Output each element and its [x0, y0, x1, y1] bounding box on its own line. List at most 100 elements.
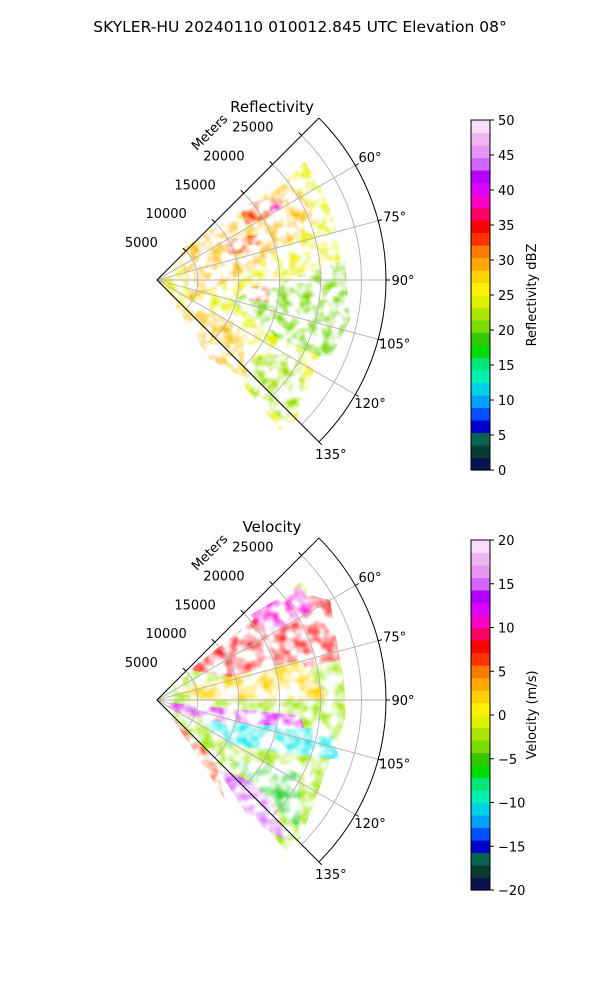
range-axis-label: Meters — [189, 112, 231, 154]
range-tick-label: 10000 — [145, 207, 186, 222]
colorbar-swatch — [471, 207, 490, 221]
azimuth-spoke-4 — [156, 699, 356, 815]
colorbar-tick-label: 45 — [498, 149, 515, 164]
colorbar-tick-label: 5 — [498, 429, 506, 444]
azimuth-tick-label: 135° — [315, 448, 346, 463]
colorbar-swatch — [471, 245, 490, 259]
colorbar-tick-label: 20 — [498, 324, 515, 339]
colorbar-swatch — [471, 320, 490, 334]
azimuth-tick-mark-1 — [378, 219, 383, 222]
azimuth-tick-label: 105° — [379, 338, 410, 353]
colorbar-label: Reflectivity dBZ — [525, 244, 540, 347]
colorbar-swatch — [471, 232, 490, 246]
azimuth-tick-mark-4 — [355, 814, 360, 817]
colorbar-swatch — [471, 815, 490, 829]
colorbar-swatch — [471, 565, 490, 579]
colorbar-swatch — [471, 282, 490, 296]
velocity-echo-magenta-south — [215, 765, 285, 840]
colorbar-swatch — [471, 332, 490, 346]
azimuth-tick-label: 120° — [354, 817, 385, 832]
colorbar-tick-label: 50 — [498, 114, 515, 129]
reflectivity-echo-red-2 — [245, 284, 270, 302]
azimuth-tick-mark-0 — [355, 163, 360, 166]
azimuth-spoke-1 — [156, 220, 379, 281]
range-tick-label: 10000 — [145, 627, 186, 642]
colorbar-swatch — [471, 677, 490, 691]
azimuth-tick-label: 135° — [315, 868, 346, 883]
range-tick-mark-2 — [240, 189, 245, 194]
colorbar-swatch — [471, 420, 490, 434]
reflectivity-panel: Reflectivity 60° 75° 90° 105° 120° 135° 5000 10… — [125, 98, 540, 479]
range-tick-label: 20000 — [203, 149, 244, 164]
colorbar-swatch — [471, 357, 490, 371]
colorbar-swatch — [471, 540, 490, 554]
range-tick-label: 5000 — [125, 236, 158, 251]
azimuth-spoke-1 — [156, 640, 379, 701]
azimuth-tick-label: 60° — [359, 151, 382, 166]
colorbar-tick-label: 5 — [498, 665, 506, 680]
azimuth-spoke-3 — [156, 699, 379, 760]
colorbar-tick-label: 40 — [498, 184, 515, 199]
colorbar-swatch — [471, 765, 490, 779]
range-tick-mark-1 — [211, 638, 216, 643]
azimuth-tick-mark-4 — [355, 394, 360, 397]
azimuth-tick-label: 60° — [359, 571, 382, 586]
colorbar-swatch — [471, 690, 490, 704]
velocity-echo-cyan-band — [200, 720, 340, 760]
colorbar-swatch — [471, 865, 490, 879]
colorbar-tick-label: 25 — [498, 289, 515, 304]
colorbar-swatch — [471, 702, 490, 716]
colorbar-swatch — [471, 840, 490, 854]
colorbar-tick-label: 10 — [498, 622, 515, 637]
colorbar-swatch — [471, 295, 490, 309]
colorbar-swatch — [471, 395, 490, 409]
colorbar-tick-label: −10 — [498, 797, 525, 812]
azimuth-spoke-4 — [156, 279, 356, 395]
colorbar-tick-label: −15 — [498, 840, 525, 855]
range-tick-label: 20000 — [203, 569, 244, 584]
colorbar-swatch — [471, 615, 490, 629]
colorbar-swatch — [471, 665, 490, 679]
azimuth-tick-mark-0 — [355, 583, 360, 586]
azimuth-tick-mark-3 — [378, 758, 383, 761]
azimuth-tick-label: 105° — [379, 758, 410, 773]
colorbar-swatch — [471, 432, 490, 446]
range-tick-label: 25000 — [232, 540, 273, 555]
colorbar-swatch — [471, 852, 490, 866]
azimuth-spoke-0 — [156, 165, 356, 281]
colorbar-tick-label: 0 — [498, 709, 506, 724]
colorbar-tick-label: −5 — [498, 753, 517, 768]
azimuth-tick-label: 75° — [383, 630, 406, 645]
azimuth-tick-mark-1 — [378, 639, 383, 642]
azimuth-tick-label: 75° — [383, 210, 406, 225]
range-tick-mark-2 — [240, 609, 245, 614]
colorbar-swatch — [471, 727, 490, 741]
colorbar-swatch — [471, 270, 490, 284]
velocity-panel: Velocity 60° 75° 90° 105° 120° 135° 5000 10000 1… — [125, 518, 540, 899]
colorbar-swatch — [471, 182, 490, 196]
sector-frame — [156, 117, 387, 443]
colorbar-swatch — [471, 640, 490, 654]
colorbar-tick-label: −20 — [498, 884, 525, 899]
velocity-echo-magenta-north — [250, 586, 315, 635]
colorbar-tick-label: 35 — [498, 219, 515, 234]
azimuth-tick-mark-5 — [318, 861, 323, 866]
velocity-echo-green-south — [230, 760, 300, 830]
colorbar-swatch — [471, 257, 490, 271]
colorbar-swatch — [471, 457, 490, 471]
colorbar-swatch — [471, 777, 490, 791]
azimuth-spoke-0 — [156, 585, 356, 701]
colorbar-swatch — [471, 752, 490, 766]
colorbar-swatch — [471, 407, 490, 421]
sector-frame — [156, 537, 387, 863]
reflectivity-echo-green-east — [230, 260, 350, 360]
azimuth-tick-label: 120° — [354, 397, 385, 412]
colorbar-swatch — [471, 220, 490, 234]
colorbar-tick-label: 10 — [498, 394, 515, 409]
range-tick-mark-4 — [298, 132, 302, 136]
colorbar-swatch — [471, 577, 490, 591]
colorbar-swatch — [471, 827, 490, 841]
colorbar-swatch — [471, 740, 490, 754]
range-tick-mark-3 — [269, 580, 274, 585]
